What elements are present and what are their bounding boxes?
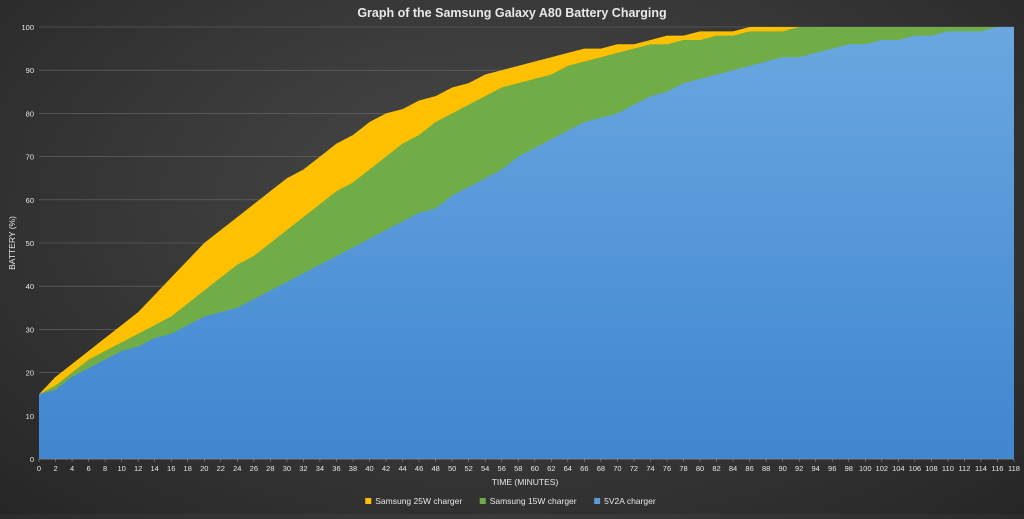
x-tick-label: 84 xyxy=(729,464,737,473)
legend: Samsung 25W charger Samsung 15W charger 5V… xyxy=(365,496,656,506)
y-tick-label: 70 xyxy=(26,153,34,162)
x-tick-label: 28 xyxy=(266,464,274,473)
x-tick-label: 62 xyxy=(547,464,555,473)
x-tick-label: 94 xyxy=(812,464,820,473)
legend-label: Samsung 15W charger xyxy=(490,496,577,506)
x-tick-label: 100 xyxy=(859,464,872,473)
y-tick-label: 50 xyxy=(26,239,34,248)
x-tick-label: 22 xyxy=(217,464,225,473)
x-tick-label: 26 xyxy=(250,464,258,473)
series-layer xyxy=(39,27,1014,459)
x-tick-label: 88 xyxy=(762,464,770,473)
x-tick-label: 104 xyxy=(892,464,905,473)
x-tick-label: 52 xyxy=(464,464,472,473)
y-tick-label: 90 xyxy=(26,66,34,75)
x-tick-label: 78 xyxy=(679,464,687,473)
x-tick-label: 4 xyxy=(70,464,74,473)
chart-title: Graph of the Samsung Galaxy A80 Battery … xyxy=(357,6,666,20)
x-tick-label: 102 xyxy=(876,464,889,473)
x-tick-label: 110 xyxy=(942,464,954,473)
legend-swatch xyxy=(479,498,486,504)
x-tick-label: 46 xyxy=(415,464,423,473)
x-tick-label: 44 xyxy=(398,464,406,473)
x-tick-label: 82 xyxy=(712,464,720,473)
x-tick-label: 118 xyxy=(1008,464,1020,473)
x-tick-label: 6 xyxy=(86,464,90,473)
legend-label: 5V2A charger xyxy=(604,496,656,506)
y-tick-label: 80 xyxy=(26,109,34,118)
x-tick-label: 106 xyxy=(909,464,922,473)
x-tick-label: 56 xyxy=(498,464,506,473)
x-tick-label: 10 xyxy=(117,464,125,473)
x-tick-label: 96 xyxy=(828,464,836,473)
x-tick-label: 8 xyxy=(103,464,107,473)
x-tick-label: 64 xyxy=(564,464,572,473)
x-tick-label: 98 xyxy=(845,464,853,473)
x-tick-label: 32 xyxy=(299,464,307,473)
x-tick-label: 48 xyxy=(431,464,439,473)
x-tick-label: 68 xyxy=(597,464,605,473)
x-tick-label: 60 xyxy=(531,464,539,473)
legend-swatch xyxy=(594,498,601,504)
x-tick-label: 76 xyxy=(663,464,671,473)
x-tick-label: 34 xyxy=(316,464,324,473)
x-tick-label: 2 xyxy=(53,464,57,473)
legend-label: Samsung 25W charger xyxy=(375,496,462,506)
x-tick-label: 42 xyxy=(382,464,390,473)
x-tick-label: 80 xyxy=(696,464,704,473)
y-tick-label: 100 xyxy=(21,23,34,32)
x-tick-label: 30 xyxy=(283,464,291,473)
x-tick-label: 72 xyxy=(630,464,638,473)
x-tick-label: 114 xyxy=(975,464,987,473)
y-axis-title: BATTERY (%) xyxy=(7,216,17,270)
x-tick-label: 54 xyxy=(481,464,489,473)
x-tick-label: 74 xyxy=(646,464,654,473)
x-tick-label: 112 xyxy=(958,464,970,473)
x-axis-title: TIME (MINUTES) xyxy=(492,477,559,487)
y-tick-label: 0 xyxy=(30,455,34,464)
y-tick-label: 60 xyxy=(26,196,34,205)
x-tick-label: 58 xyxy=(514,464,522,473)
x-tick-label: 14 xyxy=(151,464,159,473)
x-tick-label: 38 xyxy=(349,464,357,473)
x-tick-label: 66 xyxy=(580,464,588,473)
series-area-3 xyxy=(39,27,1014,459)
x-tick-label: 108 xyxy=(925,464,938,473)
y-tick-label: 40 xyxy=(26,282,34,291)
x-tick-label: 70 xyxy=(613,464,621,473)
y-tick-label: 10 xyxy=(26,412,34,421)
x-tick-label: 116 xyxy=(991,464,1003,473)
x-tick-label: 50 xyxy=(448,464,456,473)
legend-swatch xyxy=(365,498,372,504)
y-tick-label: 30 xyxy=(26,325,34,334)
x-tick-label: 36 xyxy=(332,464,340,473)
x-tick-label: 12 xyxy=(134,464,142,473)
x-tick-label: 90 xyxy=(778,464,786,473)
x-tick-label: 20 xyxy=(200,464,208,473)
x-tick-label: 92 xyxy=(795,464,803,473)
y-tick-label: 20 xyxy=(26,369,34,378)
x-tick-label: 24 xyxy=(233,464,241,473)
x-tick-label: 86 xyxy=(745,464,753,473)
x-tick-label: 16 xyxy=(167,464,175,473)
x-tick-label: 0 xyxy=(37,464,41,473)
x-tick-label: 18 xyxy=(184,464,192,473)
x-tick-label: 40 xyxy=(365,464,373,473)
